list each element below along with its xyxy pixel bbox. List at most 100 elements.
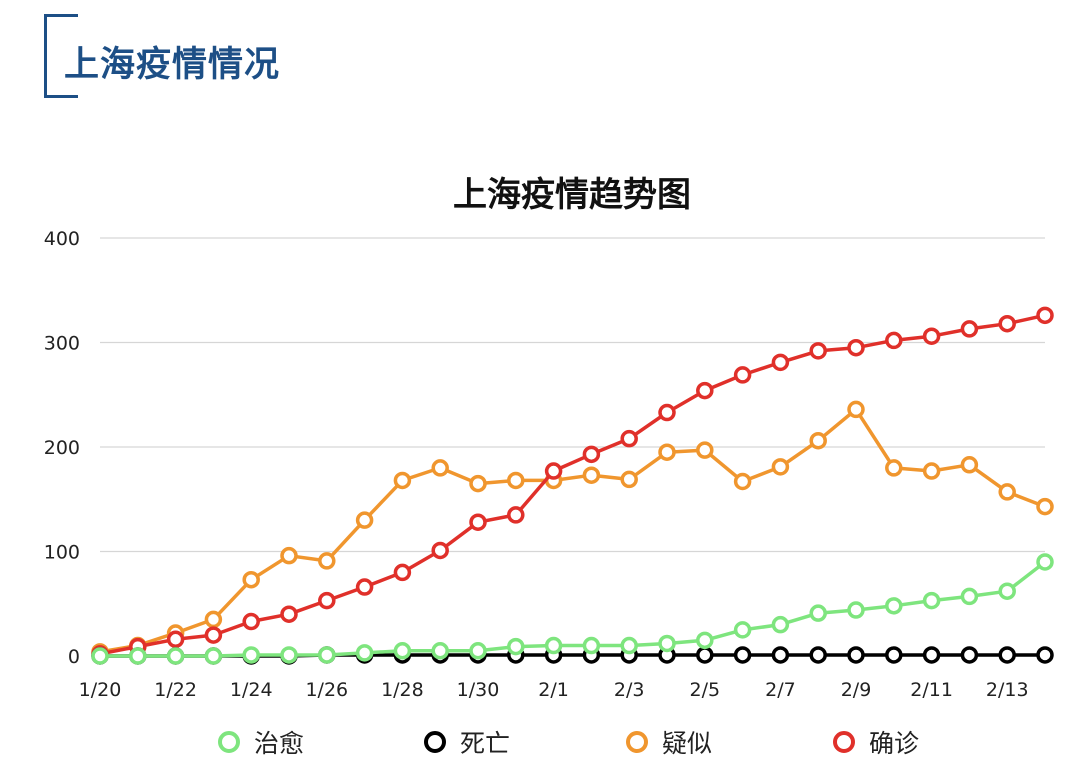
data-point-确诊 [318, 591, 336, 610]
data-point-治愈 [204, 647, 223, 665]
x-tick-label: 2/5 [690, 679, 721, 701]
x-tick-label: 1/26 [305, 679, 348, 701]
data-point-治愈 [998, 582, 1016, 600]
data-point-治愈 [242, 646, 260, 664]
data-point-死亡 [733, 646, 752, 664]
data-point-治愈 [771, 615, 790, 634]
data-point-疑似 [582, 466, 601, 484]
data-point-治愈 [469, 642, 487, 660]
data-point-死亡 [998, 646, 1016, 664]
x-tick-label: 2/11 [910, 679, 953, 701]
data-point-疑似 [733, 472, 752, 491]
x-tick-label: 1/24 [230, 679, 273, 701]
data-point-确诊 [280, 605, 298, 623]
legend-marker-icon [833, 731, 855, 753]
legend-marker-icon [424, 731, 446, 753]
data-point-确诊 [582, 445, 601, 464]
data-point-疑似 [885, 459, 903, 477]
page-header: 上海疫情情况 [44, 14, 344, 98]
legend-label: 治愈 [254, 729, 305, 758]
chart-legend: 治愈 死亡 疑似 确诊 [0, 720, 1083, 764]
series-line-疑似 [99, 407, 1046, 654]
y-tick-label: 0 [68, 646, 80, 668]
data-point-治愈 [620, 636, 638, 655]
x-tick-label: 1/22 [154, 679, 197, 701]
x-tick-label: 1/30 [457, 679, 500, 701]
series-line-治愈 [100, 560, 1047, 658]
data-point-死亡 [847, 646, 865, 664]
data-point-疑似 [431, 459, 449, 477]
data-point-治愈 [733, 621, 752, 639]
data-point-疑似 [318, 552, 336, 570]
y-tick-label: 100 [44, 542, 80, 564]
data-point-治愈 [166, 647, 185, 665]
legend-marker-icon [218, 731, 240, 753]
data-point-疑似 [922, 462, 941, 480]
data-point-疑似 [847, 400, 865, 419]
data-point-治愈 [355, 644, 374, 662]
x-tick-label: 1/28 [381, 679, 424, 701]
data-point-确诊 [469, 513, 487, 531]
data-point-确诊 [658, 403, 676, 422]
data-point-治愈 [393, 642, 412, 660]
y-tick-label: 300 [44, 333, 80, 355]
legend-item-确诊: 确诊 [833, 720, 919, 764]
data-point-疑似 [696, 441, 714, 459]
data-point-死亡 [885, 646, 903, 664]
data-point-确诊 [431, 541, 449, 560]
data-point-疑似 [771, 458, 790, 476]
data-point-确诊 [998, 314, 1016, 333]
data-point-治愈 [922, 591, 941, 610]
data-point-确诊 [847, 338, 865, 357]
legend-marker-icon [626, 731, 648, 753]
legend-item-疑似: 疑似 [626, 720, 712, 764]
data-point-死亡 [922, 646, 941, 664]
data-point-死亡 [960, 646, 979, 664]
data-point-确诊 [922, 327, 941, 345]
data-point-治愈 [91, 647, 109, 665]
data-point-治愈 [582, 636, 601, 655]
data-point-死亡 [809, 646, 827, 664]
data-point-疑似 [204, 610, 223, 629]
data-point-确诊 [393, 563, 412, 582]
x-tick-label: 2/3 [614, 679, 645, 701]
data-point-治愈 [960, 587, 979, 606]
y-tick-label: 400 [44, 228, 80, 250]
chart-title: 上海疫情趋势图 [453, 175, 691, 215]
data-point-治愈 [431, 642, 449, 660]
data-point-确诊 [771, 353, 790, 372]
data-point-疑似 [242, 570, 260, 589]
data-point-确诊 [885, 331, 903, 350]
data-point-疑似 [507, 471, 525, 490]
data-point-疑似 [355, 511, 374, 529]
data-point-治愈 [1036, 553, 1054, 571]
data-point-死亡 [771, 646, 790, 664]
data-point-治愈 [318, 646, 336, 664]
data-point-治愈 [809, 604, 827, 622]
title-bracket-decoration [44, 14, 78, 98]
legend-item-治愈: 治愈 [218, 720, 304, 764]
data-point-确诊 [166, 630, 185, 649]
data-point-治愈 [129, 647, 147, 665]
data-point-治愈 [280, 646, 298, 664]
data-point-确诊 [544, 462, 563, 480]
data-point-疑似 [998, 483, 1016, 501]
data-point-疑似 [960, 456, 979, 474]
data-point-治愈 [544, 636, 563, 655]
legend-label: 确诊 [869, 729, 920, 758]
data-point-疑似 [620, 470, 638, 489]
data-point-治愈 [696, 631, 714, 650]
legend-item-死亡: 死亡 [424, 720, 510, 764]
data-point-治愈 [885, 597, 903, 615]
x-tick-label: 2/9 [841, 679, 872, 701]
data-point-疑似 [1036, 497, 1054, 516]
data-point-确诊 [1036, 306, 1054, 325]
page-title: 上海疫情情况 [64, 45, 281, 85]
data-point-疑似 [809, 431, 827, 450]
data-point-确诊 [507, 506, 525, 524]
data-point-疑似 [280, 546, 298, 565]
data-point-死亡 [1036, 646, 1054, 664]
data-point-确诊 [204, 626, 223, 644]
data-point-确诊 [960, 320, 979, 338]
data-point-疑似 [658, 443, 676, 461]
